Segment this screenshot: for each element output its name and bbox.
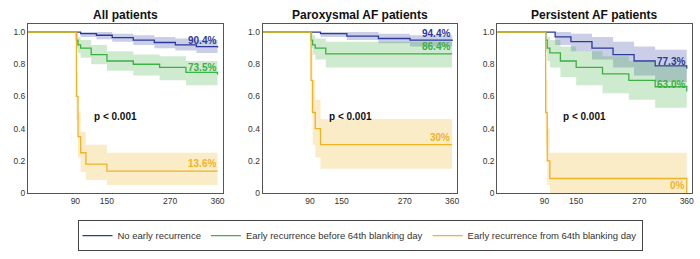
svg-text:360: 360 xyxy=(680,196,694,206)
svg-text:63.0%: 63.0% xyxy=(657,79,685,90)
svg-text:270: 270 xyxy=(632,196,646,206)
svg-text:73.5%: 73.5% xyxy=(188,62,216,73)
svg-text:All patients: All patients xyxy=(93,8,158,22)
svg-text:90: 90 xyxy=(71,196,81,206)
svg-text:150: 150 xyxy=(334,196,348,206)
svg-text:0%: 0% xyxy=(670,180,685,191)
svg-text:0: 0 xyxy=(255,188,260,198)
svg-text:Persistent AF patients: Persistent AF patients xyxy=(531,8,658,22)
svg-text:0.6: 0.6 xyxy=(13,91,25,101)
svg-text:0.4: 0.4 xyxy=(248,124,260,134)
svg-text:360: 360 xyxy=(210,196,224,206)
svg-text:p < 0.001: p < 0.001 xyxy=(329,111,372,122)
svg-text:1.0: 1.0 xyxy=(483,27,495,37)
svg-text:0.6: 0.6 xyxy=(483,91,495,101)
svg-text:1.0: 1.0 xyxy=(248,27,260,37)
svg-text:1.0: 1.0 xyxy=(13,27,25,37)
svg-text:86.4%: 86.4% xyxy=(422,41,450,52)
svg-text:0.8: 0.8 xyxy=(13,59,25,69)
svg-text:94.4%: 94.4% xyxy=(422,28,450,39)
svg-text:Paroxysmal AF patients: Paroxysmal AF patients xyxy=(292,8,428,22)
svg-text:0.8: 0.8 xyxy=(248,59,260,69)
svg-text:No early recurrence: No early recurrence xyxy=(118,230,201,241)
svg-text:0: 0 xyxy=(490,188,495,198)
svg-text:90.4%: 90.4% xyxy=(188,35,216,46)
svg-text:270: 270 xyxy=(163,196,177,206)
svg-text:p < 0.001: p < 0.001 xyxy=(563,111,606,122)
svg-text:360: 360 xyxy=(445,196,459,206)
svg-text:0.4: 0.4 xyxy=(13,124,25,134)
svg-text:0.2: 0.2 xyxy=(248,156,260,166)
svg-text:0.2: 0.2 xyxy=(13,156,25,166)
svg-text:13.6%: 13.6% xyxy=(188,158,216,169)
svg-text:0.4: 0.4 xyxy=(483,124,495,134)
svg-text:30%: 30% xyxy=(430,132,450,143)
svg-text:77.3%: 77.3% xyxy=(657,56,685,67)
svg-text:150: 150 xyxy=(100,196,114,206)
svg-text:0.2: 0.2 xyxy=(483,156,495,166)
svg-text:Early recurrence before 64th b: Early recurrence before 64th blanking da… xyxy=(246,230,423,241)
svg-text:p < 0.001: p < 0.001 xyxy=(94,111,137,122)
svg-text:90: 90 xyxy=(305,196,315,206)
svg-text:90: 90 xyxy=(540,196,550,206)
svg-text:270: 270 xyxy=(398,196,412,206)
svg-text:0.8: 0.8 xyxy=(483,59,495,69)
svg-text:Early recurrence from 64th bla: Early recurrence from 64th blanking day xyxy=(468,230,637,241)
svg-text:150: 150 xyxy=(569,196,583,206)
svg-text:0: 0 xyxy=(21,188,26,198)
svg-text:0.6: 0.6 xyxy=(248,91,260,101)
